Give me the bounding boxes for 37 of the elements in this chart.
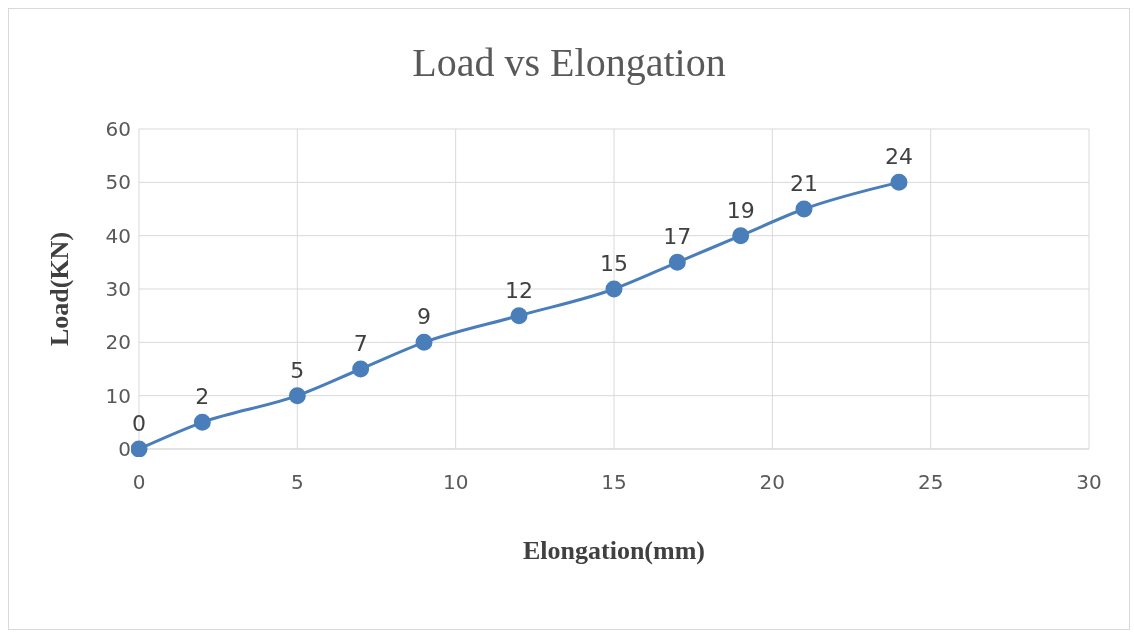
y-tick-label: 40 bbox=[105, 223, 131, 248]
annotation: 5 bbox=[290, 357, 305, 383]
y-tick-label: 60 bbox=[105, 117, 131, 142]
annotation: 9 bbox=[417, 304, 431, 330]
point bbox=[890, 173, 908, 191]
x-tick-label: 15 bbox=[601, 470, 627, 495]
x-tick-label: 10 bbox=[442, 470, 469, 495]
point bbox=[795, 200, 813, 218]
annotation: 24 bbox=[885, 144, 913, 170]
y-tick-label: 20 bbox=[105, 330, 131, 355]
x-tick-label: 5 bbox=[290, 470, 304, 495]
point bbox=[415, 333, 433, 351]
chart-title: Load vs Elongation bbox=[411, 39, 727, 87]
x-tick-label: 25 bbox=[917, 470, 944, 495]
y-tick-label: 0 bbox=[118, 437, 131, 462]
point bbox=[193, 413, 211, 431]
annotation: 2 bbox=[195, 384, 210, 410]
point bbox=[352, 360, 370, 378]
point bbox=[668, 253, 686, 271]
point bbox=[732, 227, 750, 245]
annotation: 7 bbox=[353, 331, 368, 356]
y-tick-label: 30 bbox=[105, 277, 131, 302]
x-tick-label: 30 bbox=[1076, 470, 1102, 495]
y-axis-title: Load(KN) bbox=[45, 231, 75, 347]
point bbox=[605, 280, 623, 298]
point bbox=[510, 307, 528, 325]
annotation: 15 bbox=[600, 251, 628, 276]
annotation: 19 bbox=[726, 197, 755, 223]
annotation: 17 bbox=[663, 224, 692, 250]
y-tick-label: 10 bbox=[105, 383, 131, 408]
point bbox=[288, 387, 306, 405]
point bbox=[131, 440, 148, 457]
x-tick-label: 20 bbox=[759, 470, 786, 495]
y-tick-label: 50 bbox=[105, 170, 131, 195]
annotation: 12 bbox=[505, 277, 533, 303]
annotation: 21 bbox=[790, 171, 818, 196]
x-axis-title: Elongation(mm) bbox=[523, 536, 705, 565]
